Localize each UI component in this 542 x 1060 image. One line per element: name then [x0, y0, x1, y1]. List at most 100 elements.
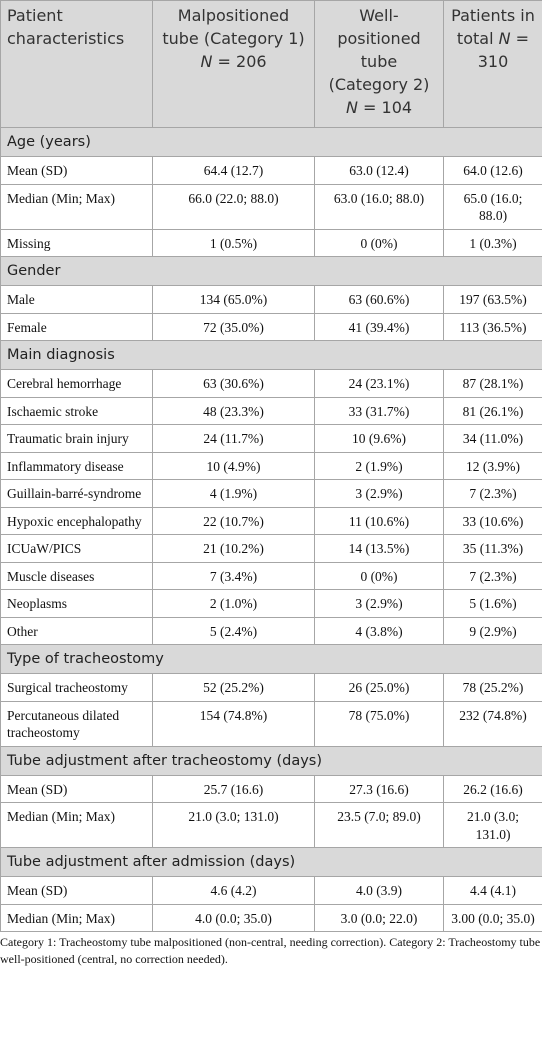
cell: 12 (3.9%): [443, 451, 542, 480]
cell: 63 (60.6%): [314, 285, 444, 314]
cell: 21.0 (3.0; 131.0): [152, 802, 315, 848]
cell: 65.0 (16.0; 88.0): [443, 183, 542, 230]
section-row: Main diagnosis: [0, 340, 542, 370]
row-label: Guillain-barré-syndrome: [0, 479, 153, 508]
row-label: ICUaW/PICS: [0, 534, 153, 563]
n-symbol: N: [498, 29, 511, 48]
data-row: Inflammatory disease 10 (4.9%) 2 (1.9%) 12 …: [0, 451, 542, 480]
cell: 72 (35.0%): [152, 312, 315, 341]
n-value: = 206: [217, 52, 267, 71]
cell: 1 (0.3%): [443, 228, 542, 257]
data-row: ICUaW/PICS 21 (10.2%) 14 (13.5%) 35 (11.3%): [0, 534, 542, 563]
data-row: Mean (SD) 4.6 (4.2) 4.0 (3.9) 4.4 (4.1): [0, 876, 542, 905]
row-label: Traumatic brain injury: [0, 424, 153, 453]
section-row: Age (years): [0, 127, 542, 157]
cell: 27.3 (16.6): [314, 774, 444, 803]
table: Patient characteristics Malpositioned tub…: [0, 0, 542, 932]
cell: 5 (2.4%): [152, 616, 315, 645]
cell: 41 (39.4%): [314, 312, 444, 341]
row-label: Ischaemic stroke: [0, 396, 153, 425]
cell: 21.0 (3.0; 131.0): [443, 802, 542, 848]
cell: 78 (25.2%): [443, 673, 542, 702]
cell: 154 (74.8%): [152, 700, 315, 747]
row-label: Mean (SD): [0, 774, 153, 803]
header-label: Patients in total: [451, 6, 535, 48]
cell: 4.6 (4.2): [152, 876, 315, 905]
cell: 24 (23.1%): [314, 369, 444, 398]
cell: 7 (3.4%): [152, 561, 315, 590]
row-label: Surgical tracheostomy: [0, 673, 153, 702]
cell: 33 (31.7%): [314, 396, 444, 425]
cell: 197 (63.5%): [443, 285, 542, 314]
cell: 9 (2.9%): [443, 616, 542, 645]
data-row: Mean (SD) 64.4 (12.7) 63.0 (12.4) 64.0 (12.…: [0, 156, 542, 185]
cell: 2 (1.9%): [314, 451, 444, 480]
cell: 21 (10.2%): [152, 534, 315, 563]
cell: 4.0 (3.9): [314, 876, 444, 905]
header-row: Patient characteristics Malpositioned tub…: [0, 0, 542, 128]
cell: 10 (9.6%): [314, 424, 444, 453]
data-row: Percutaneous dilated tracheostomy 154 (74…: [0, 700, 542, 747]
header-label: Well-positioned tube (Category 2): [328, 6, 430, 94]
row-label: Mean (SD): [0, 156, 153, 185]
data-row: Female 72 (35.0%) 41 (39.4%) 113 (36.5%): [0, 312, 542, 341]
cell: 22 (10.7%): [152, 506, 315, 535]
data-row: Hypoxic encephalopathy 22 (10.7%) 11 (10.6…: [0, 506, 542, 535]
header-cell: Well-positioned tube (Category 2) N = 10…: [314, 0, 444, 128]
cell: 48 (23.3%): [152, 396, 315, 425]
cell: 4 (1.9%): [152, 479, 315, 508]
n-value: = 310: [477, 29, 530, 71]
section-title: Type of tracheostomy: [0, 644, 542, 674]
row-label: Other: [0, 616, 153, 645]
header-label: Patient characteristics: [7, 6, 125, 48]
cell: 3 (2.9%): [314, 479, 444, 508]
row-label: Male: [0, 285, 153, 314]
cell: 2 (1.0%): [152, 589, 315, 618]
data-row: Missing 1 (0.5%) 0 (0%) 1 (0.3%): [0, 228, 542, 257]
cell: 52 (25.2%): [152, 673, 315, 702]
cell: 64.0 (12.6): [443, 156, 542, 185]
section-title: Age (years): [0, 127, 542, 157]
row-label: Muscle diseases: [0, 561, 153, 590]
section-title: Main diagnosis: [0, 340, 542, 370]
data-row: Muscle diseases 7 (3.4%) 0 (0%) 7 (2.3%): [0, 561, 542, 590]
cell: 63.0 (16.0; 88.0): [314, 183, 444, 230]
header-cell: Patients in total N = 310: [443, 0, 542, 128]
cell: 3 (2.9%): [314, 589, 444, 618]
section-row: Type of tracheostomy: [0, 644, 542, 674]
cell: 134 (65.0%): [152, 285, 315, 314]
data-row: Other 5 (2.4%) 4 (3.8%) 9 (2.9%): [0, 616, 542, 645]
row-label: Median (Min; Max): [0, 802, 153, 848]
table-body: Age (years) Mean (SD) 64.4 (12.7) 63.0 (12.…: [0, 127, 542, 932]
cell: 0 (0%): [314, 228, 444, 257]
cell: 232 (74.8%): [443, 700, 542, 747]
cell: 4 (3.8%): [314, 616, 444, 645]
data-row: Cerebral hemorrhage 63 (30.6%) 24 (23.1%) 8…: [0, 369, 542, 398]
cell: 81 (26.1%): [443, 396, 542, 425]
n-symbol: N: [200, 52, 213, 71]
cell: 14 (13.5%): [314, 534, 444, 563]
cell: 1 (0.5%): [152, 228, 315, 257]
row-label: Hypoxic encephalopathy: [0, 506, 153, 535]
header-cell: Malpositioned tube (Category 1) N = 206: [152, 0, 315, 128]
cell: 63 (30.6%): [152, 369, 315, 398]
cell: 4.0 (0.0; 35.0): [152, 903, 315, 932]
cell: 35 (11.3%): [443, 534, 542, 563]
n-symbol: N: [345, 98, 358, 117]
data-row: Median (Min; Max) 21.0 (3.0; 131.0) 23.5 (…: [0, 802, 542, 848]
cell: 23.5 (7.0; 89.0): [314, 802, 444, 848]
row-label: Mean (SD): [0, 876, 153, 905]
header-cell: Patient characteristics: [0, 0, 153, 128]
row-label: Female: [0, 312, 153, 341]
data-row: Mean (SD) 25.7 (16.6) 27.3 (16.6) 26.2 (16.…: [0, 774, 542, 803]
data-row: Surgical tracheostomy 52 (25.2%) 26 (25.0%…: [0, 673, 542, 702]
row-label: Missing: [0, 228, 153, 257]
section-row: Gender: [0, 256, 542, 286]
cell: 113 (36.5%): [443, 312, 542, 341]
header-label: Malpositioned tube (Category 1): [162, 6, 305, 48]
section-row: Tube adjustment after tracheostomy (days…: [0, 745, 542, 776]
data-row: Median (Min; Max) 66.0 (22.0; 88.0) 63.0 (…: [0, 183, 542, 230]
data-row: Ischaemic stroke 48 (23.3%) 33 (31.7%) 81 (…: [0, 396, 542, 425]
section-title: Tube adjustment after admission (days): [0, 847, 542, 877]
